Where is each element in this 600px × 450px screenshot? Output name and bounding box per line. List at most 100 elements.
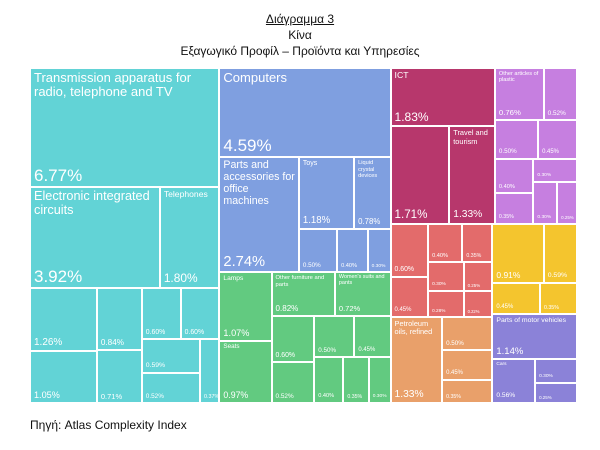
tile-value-label: 0.45% <box>542 148 559 155</box>
tile-label: Parts of motor vehicles <box>496 317 567 325</box>
tile-value-label: 0.60% <box>184 328 205 336</box>
tile-label: Petroleum oils, refined <box>394 318 433 337</box>
tile-value-label: 0.72% <box>338 304 361 314</box>
treemap-tile: 0.45% <box>492 282 540 315</box>
tile-value-label: 2.74% <box>223 253 266 270</box>
tile-value-label: 0.52% <box>145 392 164 400</box>
tile-value-label: 0.82% <box>275 303 299 313</box>
tile-value-label: 1.71% <box>394 207 428 221</box>
tile-value-label: 1.83% <box>394 110 429 125</box>
tile-value-label: 0.40% <box>341 262 357 269</box>
treemap-tile: 0.35% <box>539 282 577 315</box>
tile-value-label: 0.78% <box>358 216 381 226</box>
treemap-tile: 0.52% <box>141 373 201 403</box>
tile-value-label: 0.35% <box>446 393 461 400</box>
treemap-tile: Computers 4.59% <box>219 68 391 158</box>
tile-value-label: 0.25% <box>561 215 574 221</box>
tile-value-label: 0.76% <box>498 108 521 118</box>
tile-value-label: 0.45% <box>358 347 376 354</box>
treemap-tile: 0.45% <box>354 315 391 358</box>
treemap-tile: 0.25% <box>535 383 577 403</box>
treemap-tile: Cars 0.56% <box>492 359 536 403</box>
treemap-tile: 0.40% <box>337 228 368 273</box>
tile-value-label: 0.25% <box>539 394 552 400</box>
tile-value-label: 0.40% <box>318 393 335 400</box>
treemap-tile: 0.40% <box>428 223 463 263</box>
treemap-tile: Petroleum oils, refined 1.33% <box>390 316 443 403</box>
tile-value-label: 0.30% <box>537 214 552 220</box>
tile-label: Other furniture and parts <box>275 275 325 288</box>
tile-label: Electronic integrated circuits <box>34 189 150 218</box>
tile-value-label: 0.97% <box>223 390 249 401</box>
treemap-tile: 0.37% <box>200 339 220 403</box>
tile-value-label: 0.50% <box>446 339 464 347</box>
treemap-tile: Women's suits and pants 0.72% <box>334 272 391 316</box>
tile-value-label: 6.77% <box>34 166 83 186</box>
tile-value-label: 0.22% <box>467 308 480 314</box>
tile-value-label: 1.07% <box>223 327 250 338</box>
treemap-tile: Seats 0.97% <box>219 340 272 403</box>
tile-value-label: 0.71% <box>100 391 123 401</box>
treemap-tile: 0.50% <box>494 120 539 159</box>
treemap-tile: 0.45% <box>390 276 429 317</box>
treemap-tile: Telephones 1.80% <box>159 187 220 288</box>
treemap-tile: Travel and tourism 1.33% <box>449 126 495 224</box>
treemap-tile: 0.30% <box>533 181 558 224</box>
treemap-tile: 0.40% <box>494 158 534 194</box>
tile-value-label: 0.84% <box>100 338 124 348</box>
tile-value-label: 0.60% <box>145 328 166 336</box>
treemap-tile: 0.35% <box>442 379 493 403</box>
treemap: Transmission apparatus for radio, teleph… <box>30 68 577 403</box>
treemap-tile: 0.35% <box>462 223 493 263</box>
tile-label: Liquid crystal devices <box>358 160 378 179</box>
tile-value-label: 1.33% <box>394 388 424 400</box>
treemap-tile: 0.50% <box>298 228 338 273</box>
treemap-tile: 0.30% <box>535 359 577 384</box>
treemap-tile: Transmission apparatus for radio, teleph… <box>30 68 220 188</box>
treemap-tile: 0.45% <box>538 120 577 159</box>
treemap-tile: 0.30% <box>368 357 391 403</box>
tile-value-label: 0.35% <box>543 305 559 312</box>
treemap-tile: 0.52% <box>543 68 577 120</box>
tile-value-label: 0.28% <box>432 308 446 314</box>
treemap-tile: ICT 1.83% <box>390 68 495 127</box>
tile-value-label: 0.60% <box>394 266 415 274</box>
tile-value-label: 1.14% <box>496 345 524 357</box>
tile-value-label: 0.30% <box>539 374 553 380</box>
tile-label: Computers <box>223 70 287 85</box>
treemap-tile: 0.60% <box>180 287 220 340</box>
treemap-tile: Liquid crystal devices 0.78% <box>354 157 391 229</box>
tile-value-label: 0.37% <box>204 393 220 400</box>
treemap-tile: 0.22% <box>463 291 493 317</box>
tile-value-label: 0.35% <box>347 393 363 400</box>
treemap-tile: 0.40% <box>314 357 344 403</box>
tile-label: Lamps <box>223 275 244 283</box>
treemap-tile: Toys 1.18% <box>298 157 355 229</box>
tile-value-label: 3.92% <box>34 266 83 286</box>
treemap-tile: 0.60% <box>390 223 429 277</box>
tile-value-label: 0.45% <box>496 304 514 311</box>
tile-value-label: 1.18% <box>302 215 331 227</box>
tile-label: Parts and accessories for office machine… <box>223 159 295 207</box>
tile-value-label: 0.52% <box>547 109 566 117</box>
treemap-tile: 0.59% <box>141 339 201 374</box>
tile-value-label: 0.30% <box>372 394 387 400</box>
tile-value-label: 1.80% <box>163 270 198 285</box>
treemap-tile: 0.35% <box>343 357 369 403</box>
tile-value-label: 4.59% <box>223 136 272 156</box>
treemap-tile: Other furniture and parts 0.82% <box>271 272 335 316</box>
tile-value-label: 0.25% <box>467 282 481 288</box>
tile-value-label: 0.30% <box>371 263 386 269</box>
treemap-tile: 0.45% <box>442 350 493 380</box>
tile-label: Travel and tourism <box>453 128 488 146</box>
treemap-tile: 0.25% <box>463 262 493 292</box>
tile-value-label: 0.50% <box>302 262 321 270</box>
treemap-tile: 0.91% <box>492 223 544 283</box>
tile-value-label: 0.52% <box>275 392 294 400</box>
tile-label: Women's suits and pants <box>338 274 385 287</box>
treemap-tile: 0.59% <box>543 223 577 283</box>
treemap-tile: 0.52% <box>271 362 315 403</box>
tile-label: Other articles of plastic <box>498 71 539 84</box>
treemap-tile: 0.50% <box>314 315 355 358</box>
